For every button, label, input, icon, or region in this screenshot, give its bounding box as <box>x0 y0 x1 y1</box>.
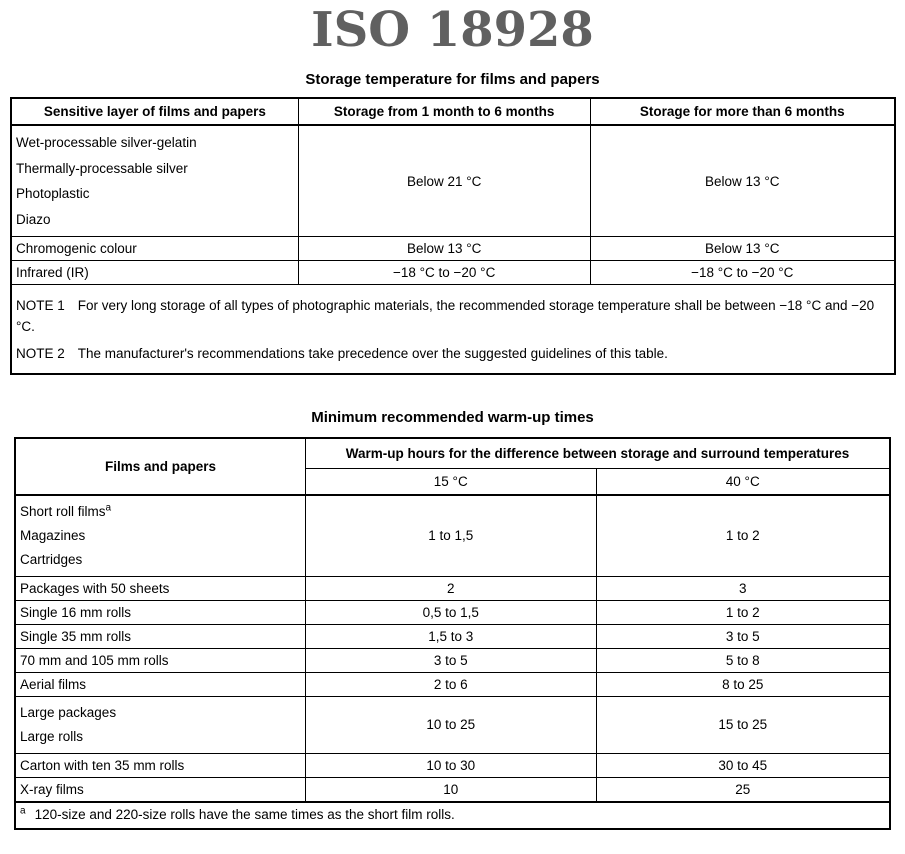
cell-line: Wet-processable silver-gelatin <box>16 135 197 150</box>
cell-hours-40c: 30 to 45 <box>595 752 891 778</box>
table-row: Aerial films 2 to 6 8 to 25 <box>14 671 891 697</box>
column-header-warmup-hours: Warm-up hours for the difference between… <box>305 437 891 469</box>
table-row: Carton with ten 35 mm rolls 10 to 30 30 … <box>14 752 891 778</box>
cell-line: Diazo <box>16 211 51 227</box>
cell-line: Magazines <box>20 527 86 543</box>
warmup-times-table: Films and papers Warm-up hours for the d… <box>14 436 891 830</box>
cell-hours-15c: 2 <box>305 575 597 601</box>
table-row: Infrared (IR) −18 °C to −20 °C −18 °C to… <box>10 260 896 285</box>
cell-storage-6plus: −18 °C to −20 °C <box>589 260 896 285</box>
cell-film-type: Packages with 50 sheets <box>14 575 306 601</box>
footnote-cell: a 120-size and 220-size rolls have the sa… <box>14 800 891 829</box>
table-row: Single 35 mm rolls 1,5 to 3 3 to 5 <box>14 623 891 649</box>
note-2: NOTE 2 The manufacturer's recommendations… <box>16 344 889 365</box>
cell-hours-40c: 25 <box>595 776 891 802</box>
subheader-15c: 15 °C <box>305 467 597 496</box>
cell-film-type: Single 35 mm rolls <box>14 623 306 649</box>
document-title: ISO 18928 <box>311 2 594 58</box>
cell-hours-40c: 8 to 25 <box>595 671 891 697</box>
footnote-text: 120-size and 220-size rolls have the sam… <box>34 806 455 822</box>
cell-storage-1-6: Below 13 °C <box>297 236 591 261</box>
table-row: Chromogenic colour Below 13 °C Below 13 … <box>10 236 896 261</box>
cell-hours-15c: 10 to 30 <box>305 752 597 778</box>
cell-hours-15c: 10 to 25 <box>305 695 597 754</box>
cell-storage-1-6: −18 °C to −20 °C <box>297 260 591 285</box>
table-footnote-row: a 120-size and 220-size rolls have the sa… <box>14 800 891 829</box>
note-text: For very long storage of all types of ph… <box>16 298 875 334</box>
warmup-table-caption: Minimum recommended warm-up times <box>311 408 594 426</box>
cell-line: Large rolls <box>20 728 84 744</box>
cell-line: Thermally-processable silver <box>16 160 188 176</box>
storage-table-caption: Storage temperature for films and papers <box>305 71 600 88</box>
cell-film-type: Aerial films <box>14 671 306 697</box>
table-row: X-ray films 10 25 <box>14 776 891 802</box>
table-row: Wet-processable silver-gelatin Thermally… <box>10 124 896 237</box>
cell-film-types: Wet-processable silver-gelatin Thermally… <box>10 124 299 237</box>
column-header-sensitive-layer: Sensitive layer of films and papers <box>10 97 299 126</box>
cell-hours-40c: 15 to 25 <box>595 695 891 754</box>
cell-film-type: Short roll filmsa Magazines Cartridges <box>14 494 306 577</box>
column-header-storage-1-6-months: Storage from 1 month to 6 months <box>297 97 591 126</box>
cell-hours-15c: 1,5 to 3 <box>305 623 597 649</box>
cell-line: Photoplastic <box>16 186 90 201</box>
cell-hours-15c: 1 to 1,5 <box>305 494 597 577</box>
table-row: Large packages Large rolls 10 to 25 15 t… <box>14 695 891 754</box>
cell-film-type: Single 16 mm rolls <box>14 599 306 625</box>
footnote-marker: a <box>20 805 26 816</box>
column-header-storage-over-6-months: Storage for more than 6 months <box>589 97 896 126</box>
table-row: Packages with 50 sheets 2 3 <box>14 575 891 601</box>
storage-temperature-table: Sensitive layer of films and papers Stor… <box>10 97 896 375</box>
cell-storage-1-6: Below 21 °C <box>297 124 591 237</box>
cell-hours-15c: 0,5 to 1,5 <box>305 599 597 625</box>
notes-cell: NOTE 1 For very long storage of all types… <box>10 284 896 374</box>
cell-line: Cartridges <box>20 551 83 567</box>
note-1: NOTE 1 For very long storage of all types… <box>16 296 889 337</box>
table-header-row: Films and papers Warm-up hours for the d… <box>14 437 891 496</box>
cell-line: Short roll filmsa <box>20 500 301 524</box>
cell-hours-40c: 3 to 5 <box>595 623 891 649</box>
table-notes-row: NOTE 1 For very long storage of all types… <box>10 284 896 374</box>
cell-hours-40c: 1 to 2 <box>595 599 891 625</box>
cell-storage-6plus: Below 13 °C <box>589 236 896 261</box>
cell-line-text: Short roll films <box>20 503 106 519</box>
table-row: Short roll filmsa Magazines Cartridges 1… <box>14 494 891 577</box>
note-label: NOTE 2 <box>16 346 65 361</box>
cell-film-type: Carton with ten 35 mm rolls <box>14 752 306 778</box>
table-header-row: Sensitive layer of films and papers Stor… <box>10 97 896 126</box>
note-text: The manufacturer's recommendations take … <box>77 346 668 361</box>
table-row: Single 16 mm rolls 0,5 to 1,5 1 to 2 <box>14 599 891 625</box>
cell-film-types: Chromogenic colour <box>10 236 299 261</box>
cell-hours-15c: 3 to 5 <box>305 647 597 673</box>
cell-storage-6plus: Below 13 °C <box>589 124 896 237</box>
cell-film-types: Infrared (IR) <box>10 260 299 285</box>
subheader-40c: 40 °C <box>595 467 891 496</box>
column-header-films-and-papers: Films and papers <box>14 437 306 496</box>
cell-hours-15c: 10 <box>305 776 597 802</box>
table-subheader-row: 15 °C 40 °C <box>15 467 891 496</box>
cell-film-type: Large packages Large rolls <box>14 695 306 754</box>
cell-hours-40c: 1 to 2 <box>595 494 891 577</box>
note-label: NOTE 1 <box>16 298 65 313</box>
table-row: 70 mm and 105 mm rolls 3 to 5 5 to 8 <box>14 647 891 673</box>
footnote-marker: a <box>105 502 112 513</box>
cell-hours-40c: 3 <box>595 575 891 601</box>
cell-film-type: X-ray films <box>14 776 306 802</box>
cell-film-type: 70 mm and 105 mm rolls <box>14 647 306 673</box>
cell-hours-15c: 2 to 6 <box>305 671 597 697</box>
cell-hours-40c: 5 to 8 <box>595 647 891 673</box>
cell-line: Large packages <box>20 704 117 720</box>
